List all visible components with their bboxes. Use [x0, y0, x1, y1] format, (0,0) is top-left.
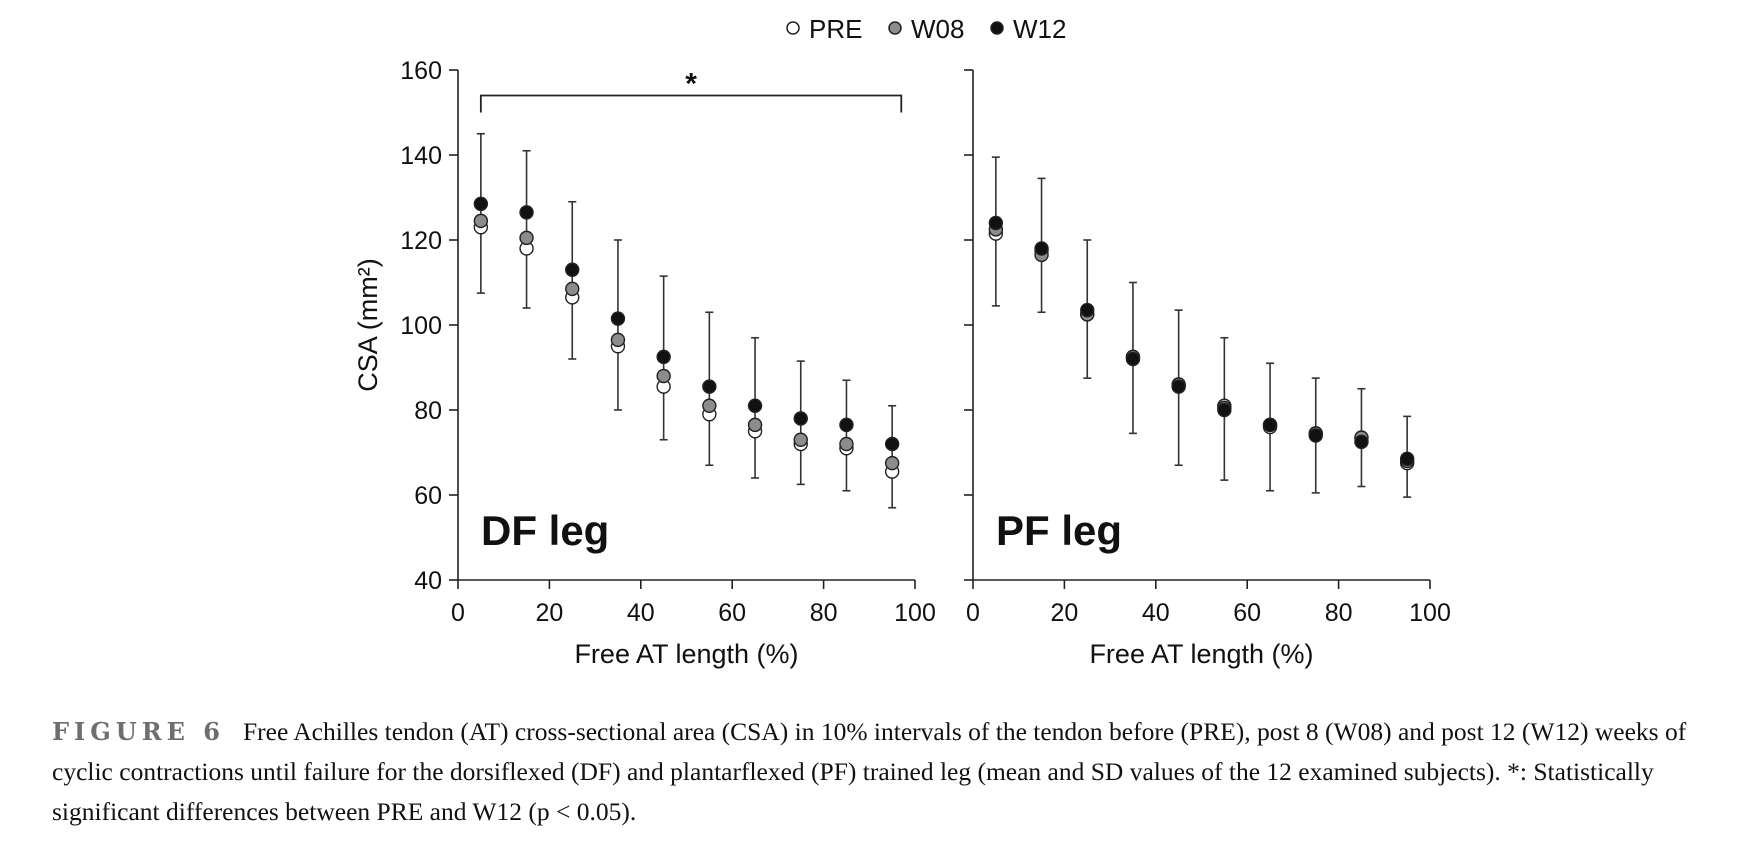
significance-bracket	[479, 94, 903, 113]
legend-label-pre: PRE	[809, 14, 862, 44]
point-w12	[1080, 302, 1095, 318]
point-w12	[610, 311, 626, 326]
point-w12	[1034, 241, 1049, 256]
point-w12	[988, 215, 1004, 231]
x-tick-label: 0	[966, 599, 980, 627]
legend-label-w12: W12	[1013, 14, 1066, 44]
x-tick-label: 20	[1050, 599, 1078, 627]
x-tick-label: 0	[451, 599, 465, 627]
y-tick-label: 120	[400, 227, 442, 255]
point-w12	[1125, 351, 1141, 367]
y-tick-label: 80	[414, 397, 442, 425]
legend-label-w08: W08	[911, 14, 964, 44]
chart-legend: PRE W08 W12	[786, 14, 1066, 44]
point-w12	[519, 205, 534, 220]
point-w12	[793, 411, 808, 426]
panel-label: PF leg	[996, 507, 1122, 554]
point-w08	[839, 436, 854, 452]
x-axis-label: Free AT length (%)	[1089, 639, 1313, 669]
x-tick-label: 100	[1409, 599, 1451, 627]
x-axis-label: Free AT length (%)	[574, 639, 798, 669]
x-tick-label: 100	[894, 599, 936, 627]
x-tick-label: 20	[535, 599, 563, 627]
y-tick-label: 140	[400, 142, 442, 170]
point-w12	[1217, 402, 1232, 418]
point-w12	[473, 196, 489, 212]
y-tick-label: 60	[414, 482, 442, 510]
point-w12	[702, 379, 717, 394]
legend-marker-w12	[990, 21, 1004, 35]
point-w08	[656, 368, 671, 384]
y-tick-label: 160	[400, 57, 442, 85]
point-w12	[1308, 428, 1323, 443]
point-w12	[656, 349, 671, 365]
point-w12	[1354, 434, 1369, 450]
figure-label: FIGURE 6	[52, 717, 225, 746]
point-w08	[473, 213, 489, 229]
point-w12	[565, 262, 580, 277]
y-tick-label: 100	[400, 312, 442, 340]
point-w08	[793, 432, 808, 447]
point-w12	[747, 398, 763, 413]
x-tick-label: 40	[627, 599, 655, 627]
x-tick-label: 60	[718, 599, 746, 627]
point-w12	[839, 417, 854, 433]
caption-text: Free Achilles tendon (AT) cross-sectiona…	[52, 717, 1687, 826]
point-w12	[884, 436, 900, 452]
panel-label: DF leg	[481, 507, 609, 554]
point-w08	[519, 230, 534, 246]
x-tick-label: 60	[1233, 599, 1261, 627]
y-axis-label: CSA (mm²)	[353, 258, 383, 391]
point-w12	[1399, 451, 1415, 467]
point-w08	[747, 417, 763, 433]
significance-marker: *	[685, 68, 697, 101]
point-w12	[1171, 379, 1186, 394]
point-w08	[884, 455, 900, 471]
panel-pf-leg: 0 20 40 60 80 100 Free AT length (%) PF leg	[964, 69, 1451, 669]
point-w12	[1262, 417, 1278, 433]
point-w08	[610, 332, 626, 348]
y-tick-label: 40	[414, 567, 442, 595]
panel-df-leg: 40 60 80 100 120 140 160 0 20 40 60 80 100 Free AT le…	[353, 57, 936, 669]
point-w08	[702, 398, 717, 413]
figure-chart: PRE W08 W12 40 60 80 100 120 140 160 0 20 40 60 80 1…	[353, 14, 1451, 669]
legend-marker-pre	[786, 21, 800, 35]
point-w08	[565, 281, 580, 297]
x-tick-label: 40	[1142, 599, 1170, 627]
x-tick-label: 80	[1325, 599, 1353, 627]
figure-caption: FIGURE 6 Free Achilles tendon (AT) cross-…	[52, 712, 1712, 832]
legend-marker-w08	[888, 21, 902, 35]
x-tick-label: 80	[810, 599, 838, 627]
